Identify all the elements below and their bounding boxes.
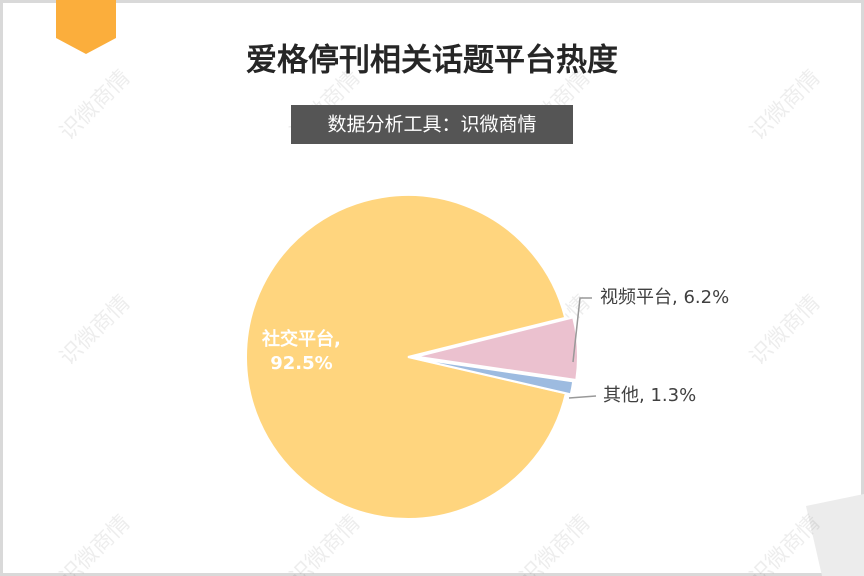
folded-corner [806, 494, 864, 576]
chart-title: 爱格停刊相关话题平台热度 [246, 43, 618, 79]
data-label: 社交平台 92.5% [262, 328, 341, 376]
pie-slice [415, 316, 579, 382]
leader-line [572, 297, 592, 363]
data-label: 视频平台6.2% [600, 286, 729, 310]
subtitle: 数据分析工具：识微商情 [327, 114, 536, 136]
pie [245, 194, 579, 520]
value-label: 92.5% [270, 353, 333, 374]
leader-line [568, 395, 597, 399]
subtitle-box [291, 105, 573, 144]
category-label: 其他 [603, 385, 650, 406]
data-label: 其他1.3% [603, 384, 696, 408]
category-label: 视频平台 [600, 287, 683, 308]
corner-tab [56, 0, 116, 54]
pie-slice [245, 194, 568, 520]
pie-slice [412, 356, 575, 396]
category-label: 社交平台 [262, 329, 341, 350]
value-label: 6.2% [683, 287, 730, 308]
value-label: 1.3% [650, 385, 697, 406]
